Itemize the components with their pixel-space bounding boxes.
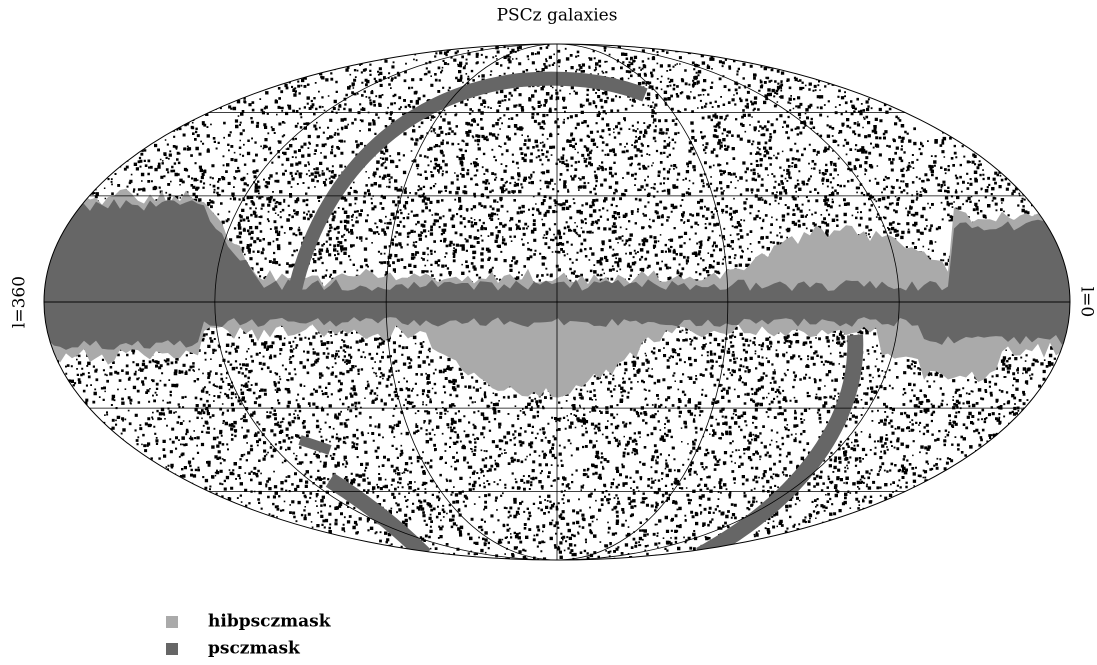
graticule xyxy=(44,44,1070,560)
legend-swatch xyxy=(166,616,178,628)
galaxy-dots xyxy=(44,44,1070,560)
pscz-mask-strip xyxy=(288,71,648,292)
legend-swatch xyxy=(166,643,178,655)
pscz-mask-strip xyxy=(325,473,431,560)
right-label: l=0 xyxy=(1077,287,1097,318)
map-title: PSCz galaxies xyxy=(497,6,618,26)
legend-label: psczmask xyxy=(208,639,301,659)
sky-content xyxy=(44,44,1070,560)
pscz-mask-strip xyxy=(696,334,864,560)
left-label: l=360 xyxy=(10,276,30,328)
legend-label: hibpsczmask xyxy=(208,612,332,632)
pscz-mask-band xyxy=(44,199,1070,350)
legend: hibpsczmask psczmask xyxy=(166,612,332,659)
pscz-mask-strip xyxy=(298,435,332,455)
sky-outline xyxy=(43,43,1071,561)
